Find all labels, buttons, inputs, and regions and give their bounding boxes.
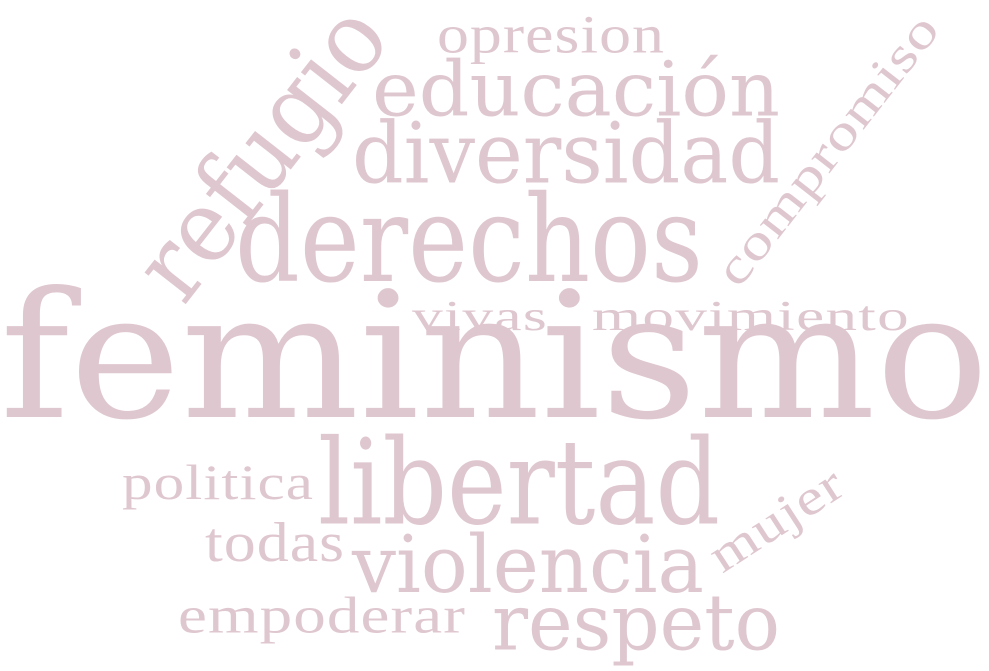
word-diversidad: diversidad: [352, 104, 780, 203]
word-libertad: libertad: [318, 414, 720, 552]
word-feminismo: feminismo: [0, 255, 989, 459]
word-mujer: mujer: [699, 455, 855, 584]
word-opresion: opresion: [437, 5, 665, 65]
word-educacion: educación: [372, 45, 780, 134]
word-derechos: derechos: [235, 169, 703, 310]
word-vivas: vivas: [412, 293, 548, 340]
word-todas: todas: [205, 511, 345, 574]
word-politica: politica: [122, 455, 314, 511]
word-violencia: violencia: [352, 518, 704, 612]
word-respeto: respeto: [492, 578, 780, 669]
word-empoderar: empoderar: [178, 586, 466, 644]
word-movimiento: movimiento: [592, 293, 910, 340]
